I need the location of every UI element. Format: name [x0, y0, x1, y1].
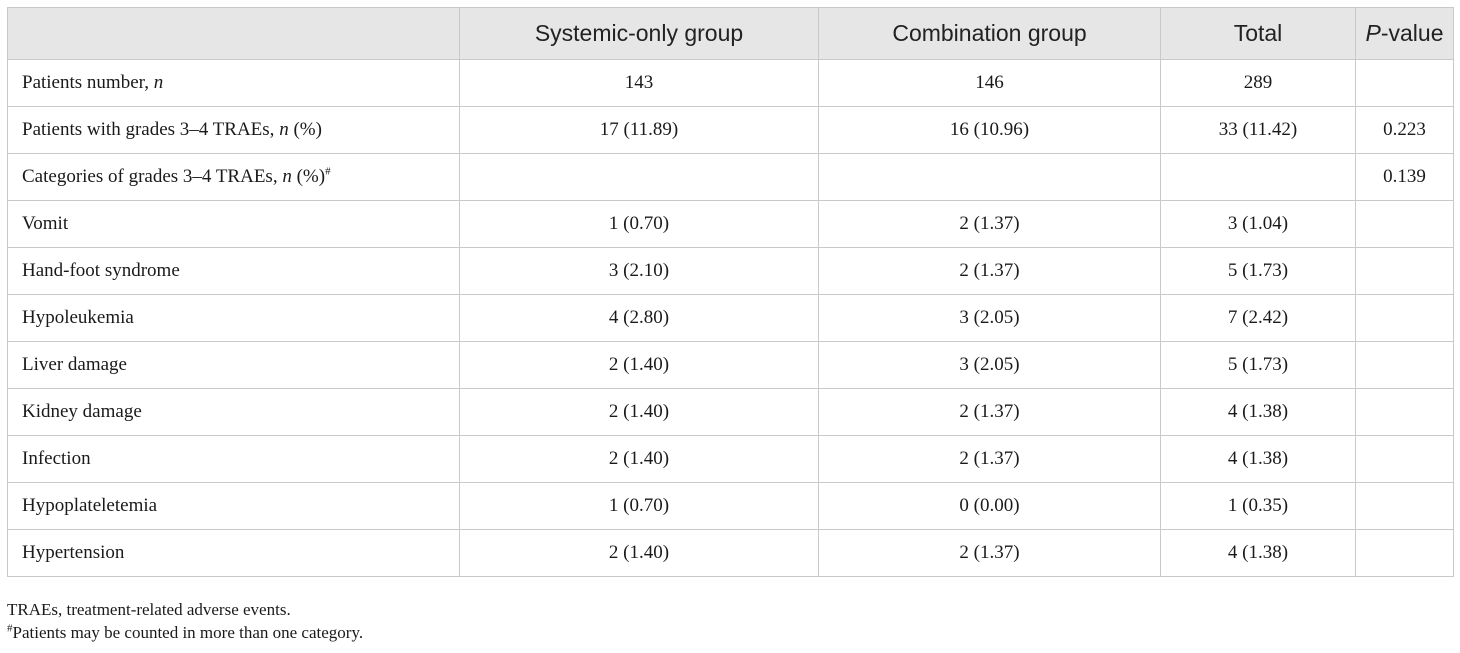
cell-p-value — [1355, 435, 1454, 483]
table-footnotes: TRAEs, treatment-related adverse events.… — [7, 598, 363, 644]
table-row: Vomit 1 (0.70) 2 (1.37) 3 (1.04) — [7, 200, 1454, 248]
footnote-category-text: Patients may be counted in more than one… — [12, 623, 364, 642]
cell-systemic: 3 (2.10) — [459, 247, 819, 295]
row-label-text: Patients with grades 3–4 TRAEs, — [22, 119, 280, 140]
table-row-categories: Categories of grades 3–4 TRAEs, n (%)# 0… — [7, 153, 1454, 201]
cell-total — [1160, 153, 1356, 201]
cell-combination: 2 (1.37) — [818, 529, 1161, 577]
row-label-italic: n — [279, 119, 289, 140]
table-row: Hypoleukemia 4 (2.80) 3 (2.05) 7 (2.42) — [7, 294, 1454, 342]
cell-total: 33 (11.42) — [1160, 106, 1356, 154]
row-label: Hypoplateletemia — [7, 482, 460, 530]
cell-combination — [818, 153, 1161, 201]
cell-total: 1 (0.35) — [1160, 482, 1356, 530]
row-label: Categories of grades 3–4 TRAEs, n (%)# — [7, 153, 460, 201]
cell-systemic: 1 (0.70) — [459, 200, 819, 248]
cell-p-value: 0.139 — [1355, 153, 1454, 201]
row-label-tail: (%) — [291, 166, 326, 187]
cell-combination: 0 (0.00) — [818, 482, 1161, 530]
cell-combination: 2 (1.37) — [818, 247, 1161, 295]
header-combination: Combination group — [818, 7, 1161, 60]
cell-total: 4 (1.38) — [1160, 529, 1356, 577]
cell-total: 3 (1.04) — [1160, 200, 1356, 248]
cell-systemic: 2 (1.40) — [459, 341, 819, 389]
cell-systemic: 2 (1.40) — [459, 435, 819, 483]
row-label: Kidney damage — [7, 388, 460, 436]
table-row: Infection 2 (1.40) 2 (1.37) 4 (1.38) — [7, 435, 1454, 483]
footnote-abbreviation: TRAEs, treatment-related adverse events. — [7, 600, 291, 619]
cell-systemic: 2 (1.40) — [459, 529, 819, 577]
row-label-italic: n — [282, 166, 292, 187]
cell-combination: 146 — [818, 59, 1161, 107]
header-total: Total — [1160, 7, 1356, 60]
cell-combination: 16 (10.96) — [818, 106, 1161, 154]
row-label: Patients number, n — [7, 59, 460, 107]
cell-total: 5 (1.73) — [1160, 247, 1356, 295]
cell-p-value — [1355, 200, 1454, 248]
footnote-marker: # — [7, 622, 13, 635]
cell-systemic: 17 (11.89) — [459, 106, 819, 154]
cell-systemic: 4 (2.80) — [459, 294, 819, 342]
cell-p-value — [1355, 388, 1454, 436]
cell-combination: 3 (2.05) — [818, 294, 1161, 342]
cell-total: 289 — [1160, 59, 1356, 107]
cell-combination: 2 (1.37) — [818, 435, 1161, 483]
cell-p-value — [1355, 247, 1454, 295]
cell-systemic — [459, 153, 819, 201]
row-label-tail: (%) — [288, 119, 322, 140]
cell-combination: 2 (1.37) — [818, 200, 1161, 248]
adverse-events-table: Systemic-only group Combination group To… — [7, 7, 1454, 577]
footnote-marker: # — [325, 165, 331, 178]
table-row: Hypertension 2 (1.40) 2 (1.37) 4 (1.38) — [7, 529, 1454, 577]
cell-systemic: 2 (1.40) — [459, 388, 819, 436]
table-row: Kidney damage 2 (1.40) 2 (1.37) 4 (1.38) — [7, 388, 1454, 436]
row-label: Hypertension — [7, 529, 460, 577]
header-p-italic: P — [1365, 20, 1381, 46]
cell-p-value: 0.223 — [1355, 106, 1454, 154]
cell-p-value — [1355, 529, 1454, 577]
cell-combination: 3 (2.05) — [818, 341, 1161, 389]
cell-combination: 2 (1.37) — [818, 388, 1161, 436]
cell-total: 5 (1.73) — [1160, 341, 1356, 389]
cell-total: 4 (1.38) — [1160, 435, 1356, 483]
cell-p-value — [1355, 294, 1454, 342]
cell-p-value — [1355, 482, 1454, 530]
row-label: Liver damage — [7, 341, 460, 389]
table-header-row: Systemic-only group Combination group To… — [7, 7, 1454, 60]
cell-total: 7 (2.42) — [1160, 294, 1356, 342]
row-label: Hand-foot syndrome — [7, 247, 460, 295]
row-label: Infection — [7, 435, 460, 483]
row-label-text: Categories of grades 3–4 TRAEs, — [22, 166, 283, 187]
row-label-text: Patients number, — [22, 72, 154, 93]
row-label: Vomit — [7, 200, 460, 248]
cell-p-value — [1355, 59, 1454, 107]
header-systemic-only: Systemic-only group — [459, 7, 819, 60]
cell-p-value — [1355, 341, 1454, 389]
table-row-grades: Patients with grades 3–4 TRAEs, n (%) 17… — [7, 106, 1454, 154]
cell-systemic: 1 (0.70) — [459, 482, 819, 530]
row-label: Hypoleukemia — [7, 294, 460, 342]
table-row: Hypoplateletemia 1 (0.70) 0 (0.00) 1 (0.… — [7, 482, 1454, 530]
header-p-rest: -value — [1380, 20, 1444, 46]
header-empty — [7, 7, 460, 60]
table-row: Liver damage 2 (1.40) 3 (2.05) 5 (1.73) — [7, 341, 1454, 389]
table-row-patients-number: Patients number, n 143 146 289 — [7, 59, 1454, 107]
table-row: Hand-foot syndrome 3 (2.10) 2 (1.37) 5 (… — [7, 247, 1454, 295]
cell-total: 4 (1.38) — [1160, 388, 1356, 436]
cell-systemic: 143 — [459, 59, 819, 107]
header-p-value: P-value — [1355, 7, 1454, 60]
row-label-italic: n — [153, 72, 164, 93]
row-label: Patients with grades 3–4 TRAEs, n (%) — [7, 106, 460, 154]
footnote-category: #Patients may be counted in more than on… — [7, 621, 363, 644]
